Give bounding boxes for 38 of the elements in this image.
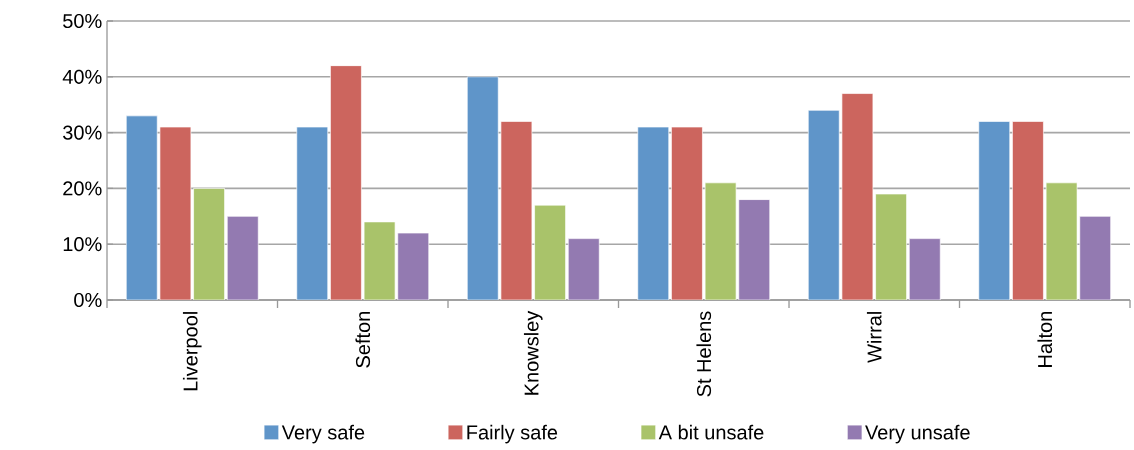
y-tick-label: 20% bbox=[63, 181, 102, 196]
bar bbox=[978, 121, 1011, 300]
bar bbox=[567, 238, 600, 300]
y-tick-label: 10% bbox=[63, 237, 102, 252]
bar bbox=[1079, 215, 1112, 300]
bar bbox=[1012, 121, 1044, 300]
x-tick-label: Halton bbox=[1037, 312, 1053, 367]
bar bbox=[296, 126, 329, 300]
bar bbox=[330, 65, 362, 300]
bar bbox=[159, 126, 192, 300]
bar bbox=[500, 121, 533, 300]
bar bbox=[637, 126, 670, 300]
bar bbox=[704, 182, 737, 300]
bar bbox=[534, 204, 566, 300]
x-tick-label: Liverpool bbox=[182, 312, 202, 391]
bar bbox=[397, 232, 430, 300]
bar bbox=[226, 215, 259, 300]
y-tick-label: 30% bbox=[63, 125, 102, 140]
bar bbox=[1045, 182, 1078, 300]
bar bbox=[671, 126, 703, 300]
bar bbox=[363, 221, 396, 300]
legend-label: Very safe bbox=[281, 424, 365, 444]
x-tick-label: Wirral bbox=[866, 312, 882, 363]
bar bbox=[738, 199, 771, 300]
y-tick-label: 50% bbox=[63, 13, 102, 29]
legend-label: Fairly safe bbox=[467, 424, 558, 444]
legend-label: Very unsafe bbox=[865, 424, 970, 444]
bar bbox=[193, 188, 225, 300]
x-tick-label: St Helens bbox=[696, 311, 712, 397]
bar bbox=[875, 193, 907, 300]
x-tick-label: Sefton bbox=[355, 312, 371, 368]
legend-label: A bit unsafe bbox=[658, 424, 764, 440]
bar bbox=[841, 93, 874, 300]
bar bbox=[908, 238, 941, 300]
y-tick-label: 40% bbox=[62, 69, 102, 84]
y-tick-label: 0% bbox=[74, 292, 102, 308]
bar bbox=[125, 115, 158, 300]
x-tick-label: Knowsley bbox=[523, 310, 543, 395]
